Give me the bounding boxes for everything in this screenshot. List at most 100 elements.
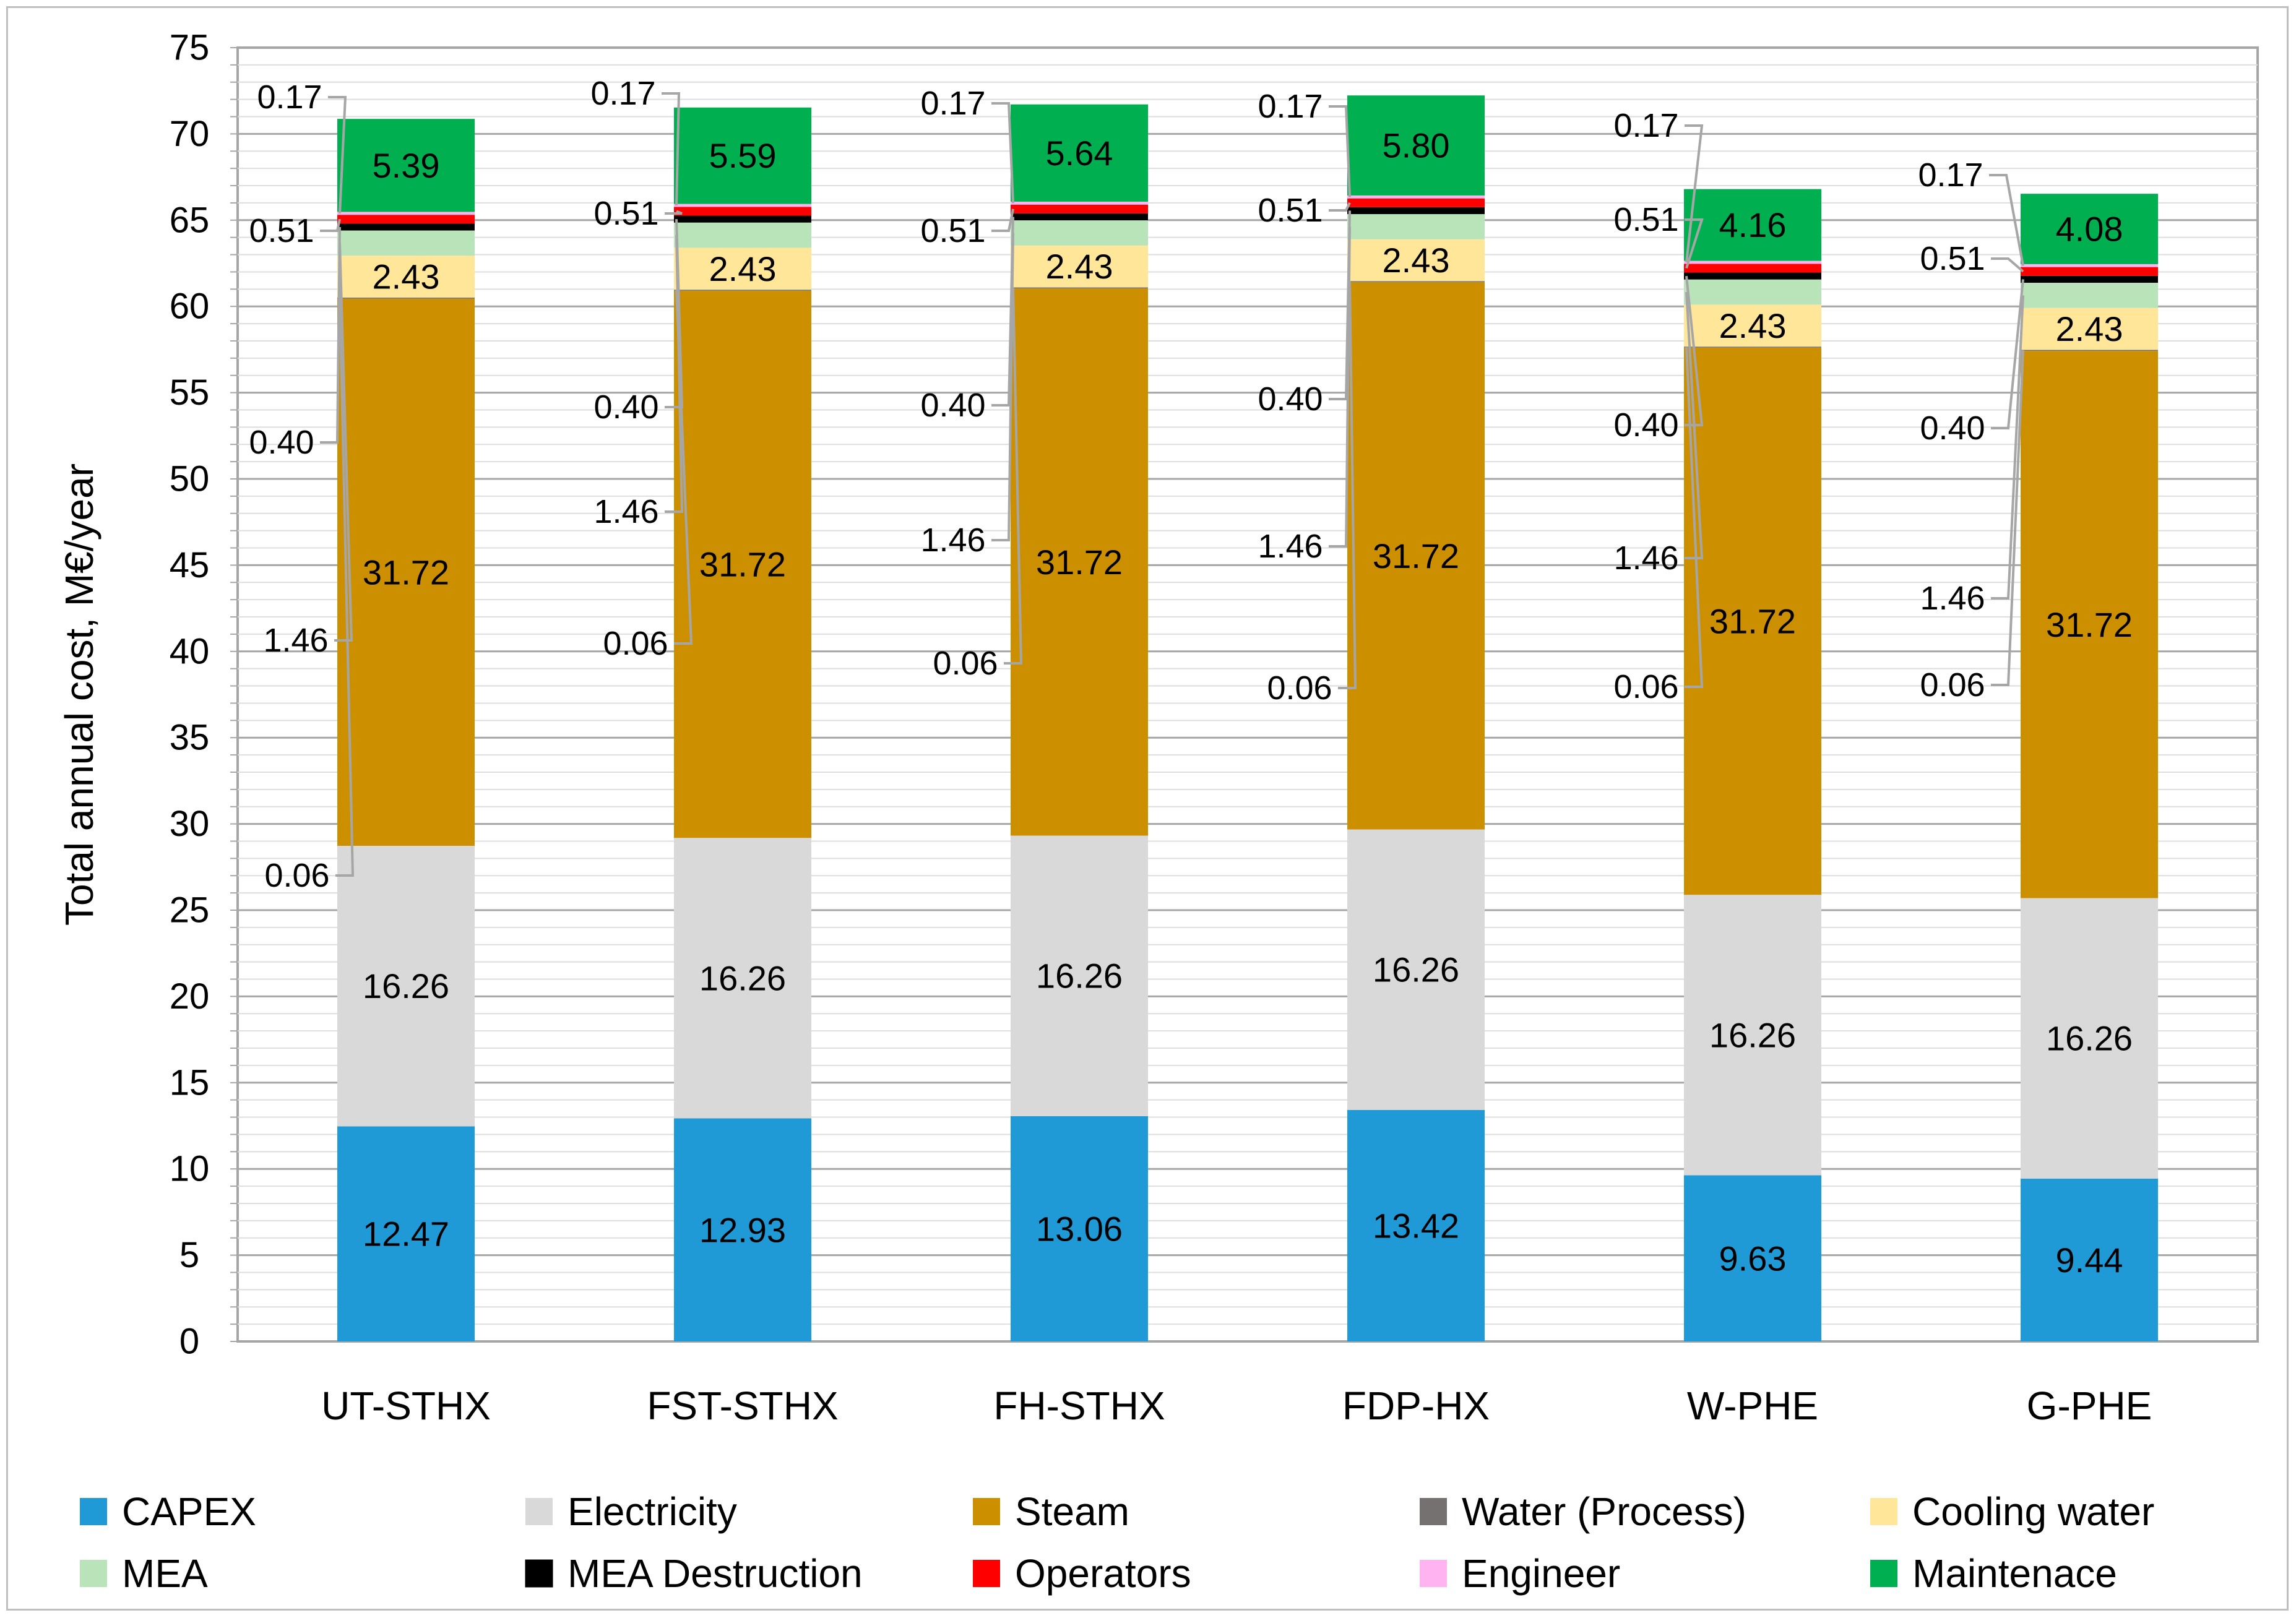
- data-label-callout: 0.06: [1613, 668, 1678, 705]
- leader-line: [991, 102, 1014, 204]
- bar-segment-engineer: [1011, 201, 1148, 205]
- leader-line: [1989, 174, 2024, 266]
- legend-swatch: [80, 1560, 107, 1587]
- leader-line: [1329, 202, 1351, 212]
- leader-line: [328, 96, 347, 213]
- bar-segment-operators: [674, 207, 811, 216]
- leader-line: [1991, 257, 2024, 273]
- bar-segment-steam: [674, 290, 811, 838]
- data-label-callout: 0.06: [264, 857, 329, 894]
- bar-segment-maintenace: [674, 107, 811, 204]
- bar-segment-mea-destruction: [1011, 213, 1148, 221]
- data-label-steam: 31.72: [1373, 536, 1459, 575]
- bar-segment-water-process-: [1347, 281, 1485, 283]
- bar-segment-capex: [1011, 1116, 1148, 1341]
- data-label-callout: 0.40: [920, 387, 985, 424]
- leader-line: [991, 233, 1014, 541]
- data-label-callout: 0.40: [593, 389, 658, 426]
- data-label-cooling-water: 2.43: [2056, 309, 2123, 348]
- legend-item-label: Cooling water: [1912, 1489, 2154, 1534]
- y-tick-label: 30: [170, 804, 210, 844]
- data-label-steam: 31.72: [699, 545, 786, 584]
- bar-segment-maintenace: [337, 119, 475, 212]
- data-label-maintenace: 4.16: [1719, 205, 1787, 244]
- bar-segment-capex: [2021, 1178, 2158, 1341]
- bar-segment-water-process-: [674, 290, 811, 291]
- bar-segment-capex: [674, 1118, 811, 1341]
- legend-swatch: [80, 1498, 107, 1525]
- leader-line: [335, 298, 355, 877]
- bar-segment-mea-destruction: [2021, 275, 2158, 283]
- data-label-callout: 0.06: [933, 645, 998, 682]
- data-label-capex: 13.42: [1373, 1206, 1459, 1245]
- bar-segment-mea-destruction: [337, 223, 475, 231]
- bar-segment-water-process-: [2021, 350, 2158, 351]
- data-label-capex: 12.47: [363, 1215, 449, 1254]
- data-label-callout: 0.17: [590, 75, 655, 112]
- data-label-callout: 1.46: [1920, 580, 1985, 617]
- data-label-callout: 0.06: [603, 625, 668, 662]
- data-label-callout: 0.51: [1258, 192, 1323, 229]
- legend-swatch: [1420, 1498, 1447, 1525]
- bar-segment-electricity: [674, 838, 811, 1119]
- leader-line: [674, 290, 693, 645]
- data-label-cooling-water: 2.43: [1719, 306, 1787, 345]
- y-tick-label: 75: [170, 28, 210, 68]
- bar-segment-cooling-water: [1347, 239, 1485, 282]
- data-label-electricity: 16.26: [699, 958, 786, 997]
- y-tick-label: 50: [170, 459, 210, 499]
- data-label-maintenace: 5.64: [1046, 134, 1113, 173]
- legend-swatch: [1420, 1560, 1447, 1587]
- y-tick-label: 55: [170, 372, 210, 413]
- bar-segment-electricity: [1684, 895, 1821, 1176]
- bar-segment-cooling-water: [2021, 308, 2158, 350]
- data-label-cooling-water: 2.43: [709, 249, 777, 288]
- bar-segment-electricity: [2021, 898, 2158, 1179]
- y-tick-label: 60: [170, 286, 210, 327]
- data-label-callout: 1.46: [1258, 528, 1323, 565]
- data-label-capex: 9.44: [2056, 1241, 2123, 1280]
- legend-swatch: [525, 1559, 553, 1588]
- data-label-callout: 0.06: [1267, 669, 1332, 707]
- leader-line: [1991, 295, 2024, 600]
- data-label-steam: 31.72: [1709, 602, 1796, 641]
- data-label-maintenace: 5.59: [709, 136, 777, 175]
- data-label-steam: 31.72: [2046, 605, 2133, 644]
- leader-line: [1991, 350, 2024, 686]
- bar-segment-capex: [1684, 1175, 1821, 1341]
- bar-segment-operators: [337, 215, 475, 224]
- y-tick-label: 0: [179, 1322, 199, 1362]
- y-tick-label: 10: [170, 1149, 210, 1189]
- plot-area: [236, 46, 2259, 1343]
- y-tick-label: 15: [170, 1062, 210, 1103]
- y-tick-label: 25: [170, 890, 210, 931]
- leader-line: [1004, 288, 1023, 665]
- bar-segment-steam: [1684, 347, 1821, 895]
- data-label-callout: 0.51: [1613, 201, 1678, 238]
- leader-line: [662, 92, 681, 206]
- x-category-label: W-PHE: [1687, 1383, 1818, 1428]
- bar-segment-cooling-water: [337, 256, 475, 298]
- data-label-callout: 0.51: [920, 212, 985, 249]
- leader-line: [1685, 124, 1704, 263]
- data-label-callout: 1.46: [1613, 540, 1678, 577]
- bar-segment-steam: [337, 298, 475, 846]
- legend-item-label: MEA: [122, 1551, 208, 1596]
- y-tick-label: 45: [170, 545, 210, 585]
- y-tick-label: 35: [170, 718, 210, 758]
- data-label-callout: 1.46: [263, 622, 328, 659]
- y-tick-label: 65: [170, 200, 210, 240]
- x-category-label: FST-STHX: [647, 1383, 838, 1428]
- data-label-callout: 0.51: [249, 212, 314, 249]
- data-label-callout: 0.51: [593, 195, 658, 232]
- bar-segment-cooling-water: [1011, 245, 1148, 288]
- bar-segment-engineer: [1684, 260, 1821, 264]
- y-tick-label: 70: [170, 114, 210, 154]
- legend-item-label: Steam: [1015, 1489, 1129, 1534]
- legend-item-label: Operators: [1015, 1551, 1191, 1596]
- leader-line: [1329, 105, 1351, 197]
- bar-segment-maintenace: [1684, 189, 1821, 261]
- data-label-maintenace: 4.08: [2056, 210, 2123, 249]
- leader-line: [1685, 346, 1704, 688]
